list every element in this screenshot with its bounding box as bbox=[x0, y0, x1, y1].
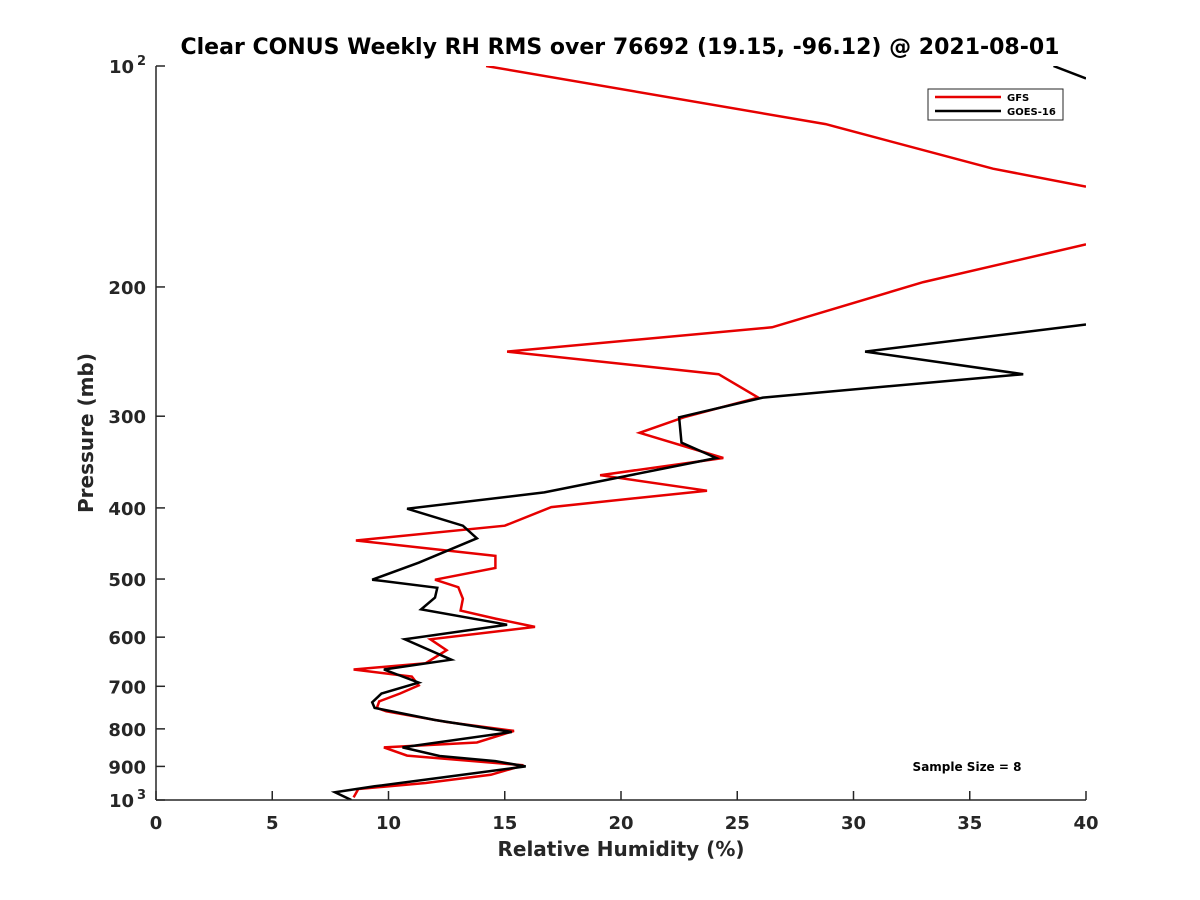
y-tick-label: 200 bbox=[108, 278, 146, 299]
y-tick-label: 700 bbox=[108, 677, 146, 698]
y-axis-label: Pressure (mb) bbox=[74, 353, 98, 513]
series-line-gfs bbox=[352, 243, 1086, 799]
x-tick-label: 25 bbox=[725, 813, 750, 834]
y-tick-exponent: 2 bbox=[137, 54, 146, 69]
y-tick-label: 600 bbox=[108, 628, 146, 649]
x-tick-label: 15 bbox=[492, 813, 517, 834]
x-tick-label: 0 bbox=[150, 813, 163, 834]
legend-label-gfs: GFS bbox=[1007, 93, 1029, 104]
series-line-goes-16 bbox=[1053, 66, 1086, 80]
x-tick-label: 10 bbox=[376, 813, 401, 834]
plot-area: 0 5 10 15 20 25 30 35 40 10 220030040050060070080… bbox=[108, 54, 1098, 834]
y-tick-label: 10 bbox=[109, 791, 134, 812]
legend-label-goes-16: GOES-16 bbox=[1007, 107, 1056, 118]
sample-size-annotation: Sample Size = 8 bbox=[913, 760, 1022, 774]
y-tick-label: 500 bbox=[108, 570, 146, 591]
x-tick-label: 35 bbox=[957, 813, 982, 834]
legend: GFS GOES-16 bbox=[927, 88, 1064, 121]
legend-box bbox=[927, 88, 1064, 121]
series-layer bbox=[330, 66, 1086, 800]
x-tick-label: 30 bbox=[841, 813, 866, 834]
x-tick-label: 40 bbox=[1073, 813, 1098, 834]
x-tick-label: 20 bbox=[608, 813, 633, 834]
x-tick-label: 5 bbox=[266, 813, 279, 834]
y-tick-label: 900 bbox=[108, 757, 146, 778]
y-tick-label: 300 bbox=[108, 407, 146, 428]
x-axis-label: Relative Humidity (%) bbox=[497, 837, 744, 861]
y-tick-label: 400 bbox=[108, 499, 146, 520]
series-line-gfs bbox=[485, 66, 1086, 188]
y-tick-label: 10 bbox=[109, 57, 134, 78]
y-tick-label: 800 bbox=[108, 720, 146, 741]
x-ticks: 0 5 10 15 20 25 30 35 40 bbox=[150, 791, 1099, 834]
y-tick-exponent: 3 bbox=[137, 788, 146, 803]
series-line-goes-16 bbox=[330, 323, 1086, 800]
chart-title: Clear CONUS Weekly RH RMS over 76692 (19… bbox=[181, 35, 1060, 60]
